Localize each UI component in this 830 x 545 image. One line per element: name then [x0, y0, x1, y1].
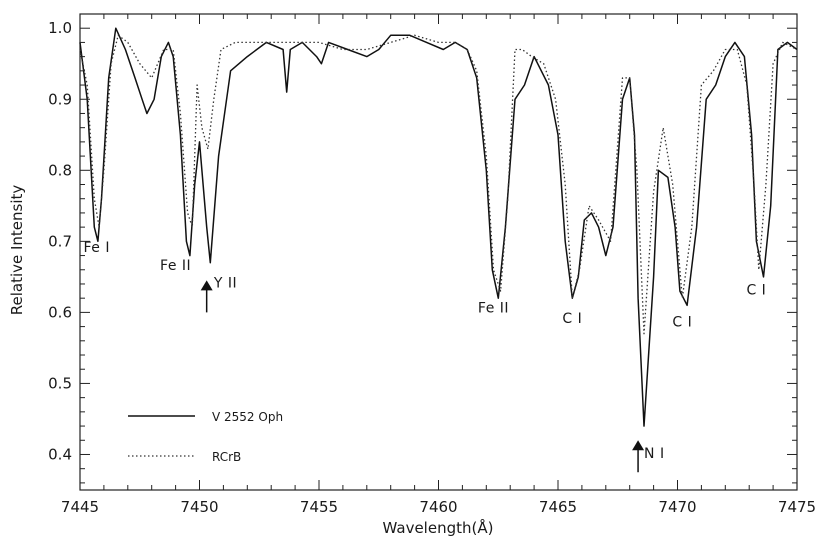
line-annotation: C I: [672, 315, 692, 331]
x-axis-ticks: 7445 7450 7455 7460 7465 7470 7475: [61, 14, 816, 516]
plot-annotations-group: Fe I Fe II Y II Fe II C I C I C I N I: [83, 240, 766, 473]
line-annotation: N I: [644, 446, 665, 462]
arrow-head: [200, 280, 213, 291]
x-tick-label: 7455: [300, 498, 338, 516]
y-tick-label: 0.7: [48, 232, 72, 250]
series-line-v-2552-oph: [79, 27, 798, 427]
y-axis-label: Relative Intensity: [8, 185, 26, 316]
x-tick-label: 7445: [61, 498, 99, 516]
y-tick-label: 0.9: [48, 90, 72, 108]
y-tick-label: 0.6: [48, 303, 72, 321]
line-annotation: C I: [562, 311, 582, 327]
y-tick-label: 0.8: [48, 161, 72, 179]
plot-series-group: [79, 27, 798, 427]
x-tick-label: 7465: [539, 498, 577, 516]
line-annotation: Fe I: [83, 240, 109, 256]
line-annotation: Y II: [213, 276, 237, 292]
y-tick-label: 0.4: [48, 445, 72, 463]
x-tick-label: 7460: [419, 498, 457, 516]
line-annotation: Fe II: [478, 300, 509, 316]
y-tick-label: 0.5: [48, 374, 72, 392]
plot-frame: [79, 13, 798, 491]
line-annotation: C I: [746, 283, 766, 299]
arrow-head: [632, 440, 645, 451]
legend-label-v2552oph: V 2552 Oph: [212, 410, 283, 424]
x-axis-label: Wavelength(Å): [383, 518, 494, 537]
line-annotation: Fe II: [160, 258, 191, 274]
y-axis-ticks: 0.4 0.5 0.6 0.7 0.8 0.9 1.0: [48, 19, 797, 484]
legend-label-rcrb: RCrB: [212, 450, 241, 464]
x-tick-label: 7475: [778, 498, 816, 516]
legend: V 2552 Oph RCrB: [128, 410, 283, 464]
x-tick-label: 7470: [658, 498, 696, 516]
x-tick-label: 7450: [180, 498, 218, 516]
y-tick-label: 1.0: [48, 19, 72, 37]
